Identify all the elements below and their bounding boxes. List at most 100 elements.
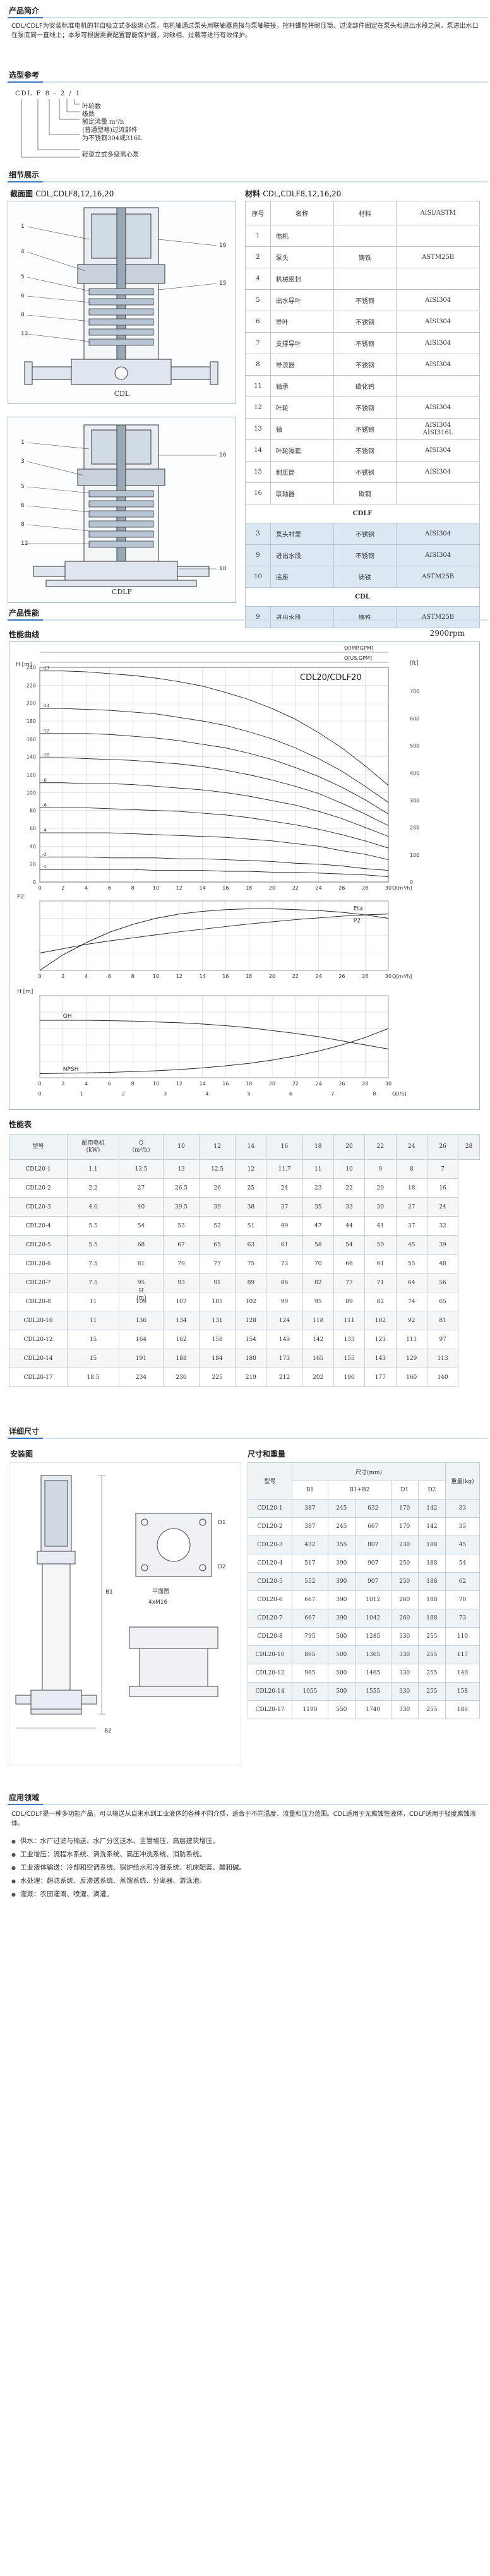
table-row: 序号 名称 材料 AISI/ASTM: [245, 201, 480, 225]
table-cell: 82: [364, 1292, 397, 1311]
table-cell: 255: [417, 1627, 446, 1646]
table-cell: AISI304: [396, 523, 480, 545]
table-header: B1: [292, 1481, 328, 1500]
table-cell: 61: [364, 1254, 397, 1273]
table-cell: 33: [445, 1499, 480, 1518]
table-row: CDL20-8 795 500 1285 330 255 110: [248, 1627, 480, 1646]
table-cell: 219: [235, 1368, 267, 1387]
cdl-label: CDL: [114, 390, 130, 398]
table-cell: 13: [162, 1159, 200, 1179]
table-row: B1 B1+B2 D1 D2: [248, 1481, 480, 1500]
table-cell: [396, 482, 480, 504]
table-cell: 54: [333, 1235, 366, 1255]
table-cell: 95: [119, 1273, 164, 1292]
install-label-d2: D2: [218, 1564, 226, 1570]
table-cell: 105: [199, 1292, 236, 1311]
x-tick-label: 28: [362, 1081, 368, 1087]
table-cell: 1740: [354, 1700, 391, 1719]
table-cell: 铸铁: [333, 246, 397, 268]
table-cell: 11: [302, 1159, 334, 1179]
table-row: CDL20-10 865 500 1365 330 255 117: [248, 1645, 480, 1664]
table-cell: 390: [327, 1572, 356, 1591]
table-cell: 不锈钢: [333, 439, 397, 462]
table-cell: 48: [426, 1254, 459, 1273]
table-cell: 39: [199, 1197, 236, 1217]
table-cell: 250: [390, 1554, 419, 1573]
qh-curve-series-0: [40, 671, 389, 786]
series-label: -2: [42, 852, 47, 857]
table-cell: 4.0: [67, 1197, 119, 1217]
table-cell: 143: [364, 1349, 397, 1368]
table-cell: 22: [333, 1178, 366, 1198]
table-row: 型号 尺寸(mm) 重量(kg): [248, 1462, 480, 1500]
table-cell: CDL20-17: [9, 1368, 68, 1387]
table-row: CDL20-5 552 390 907 250 188 62: [248, 1572, 480, 1591]
perf-h-label: H (m): [136, 1288, 146, 1301]
ls-tick-label: 0: [38, 1091, 41, 1097]
table-cell: 1.1: [67, 1159, 119, 1179]
x-tick-label: 10: [153, 1081, 159, 1087]
x-tick-label: 14: [200, 974, 206, 979]
table-header: 尺寸(mm): [292, 1462, 446, 1481]
series-label: -10: [42, 753, 49, 758]
dimension-table: 型号 尺寸(mm) 重量(kg) B1 B1+B2 D1 D2 CDL20-1 387 245 63…: [248, 1462, 480, 1719]
cdlf-section-frame: 1 3 5 6 8 12 16 10 CDLF: [8, 417, 236, 603]
x-tick-label: 16: [222, 974, 229, 979]
table-cell: 20: [364, 1178, 397, 1198]
table-row: 6 导叶 不锈钢 AISI304: [245, 311, 480, 333]
qh-small-curve: [40, 1020, 389, 1049]
table-row: 4 机械密封: [245, 268, 480, 290]
svg-text:6: 6: [21, 293, 25, 299]
table-cell: 330: [390, 1700, 419, 1719]
table-header: 序号: [245, 201, 271, 225]
table-cell: 39: [426, 1235, 459, 1255]
model-line-stage: 级数: [82, 111, 95, 118]
table-cell: CDL20-12: [248, 1664, 292, 1683]
cdlf-section-drawing: 1 3 5 6 8 12 16 10: [21, 424, 227, 587]
table-row: 9 进出水段 铸铁 ASTM25B: [245, 606, 480, 628]
table-cell: 33: [333, 1197, 366, 1217]
performance-table: 型号 配用电机 (kW) Q (m³/h) 10 12 14 16 18 20 22 24 26 28 C…: [9, 1134, 480, 1387]
table-cell: 517: [292, 1554, 328, 1573]
section-perf: 产品性能: [7, 607, 488, 621]
table-cell: 170: [390, 1499, 419, 1518]
table-cell: 188: [417, 1609, 446, 1628]
table-cell: 49: [266, 1216, 303, 1236]
table-cell: 73: [445, 1609, 480, 1628]
x-tick-label: 22: [292, 1081, 299, 1087]
x-tick-label: 2: [61, 1081, 64, 1087]
table-cell: 188: [162, 1349, 200, 1368]
table-cell: 11: [67, 1292, 119, 1311]
table-cell: [333, 268, 397, 290]
p2-curve: [39, 914, 389, 953]
table-cell: 170: [390, 1517, 419, 1536]
y-tick-label: 40: [30, 844, 36, 849]
table-cell: 碳化钨: [333, 375, 397, 397]
y-tick-label: 180: [27, 719, 36, 724]
x-tick-label: 0: [38, 1081, 41, 1087]
table-cell: CDL20-5: [9, 1235, 68, 1255]
table-cell: 225: [199, 1368, 236, 1387]
table-row: CDL20-10 11 136 134 131 128 124 118 111 102 92 81: [9, 1311, 480, 1330]
table-cell: 68: [119, 1235, 164, 1255]
x-tick-label: 4: [85, 885, 88, 891]
table-header: 28: [458, 1134, 480, 1160]
ft-tick-label: 500: [410, 743, 419, 749]
ls-tick-label: 2: [122, 1091, 125, 1097]
table-cell: 53: [162, 1216, 200, 1236]
install-label-plan: 平面图: [152, 1589, 170, 1595]
table-header: 14: [235, 1134, 267, 1160]
table-header: 20: [333, 1134, 366, 1160]
table-cell: 234: [119, 1368, 164, 1387]
x-tick-label: 0: [38, 885, 41, 891]
table-cell: 35: [302, 1197, 334, 1217]
table-cell: 81: [426, 1311, 459, 1330]
table-cell: AISI304: [396, 289, 480, 311]
svg-text:4: 4: [21, 249, 25, 255]
table-cell: 1555: [354, 1682, 391, 1701]
table-cell: CDL20-7: [9, 1273, 68, 1292]
x-tick-label: 6: [108, 1081, 111, 1087]
x-tick-label: 8: [131, 974, 134, 979]
table-cell: 77: [199, 1254, 236, 1273]
table-cell: 进出水段: [270, 544, 334, 566]
